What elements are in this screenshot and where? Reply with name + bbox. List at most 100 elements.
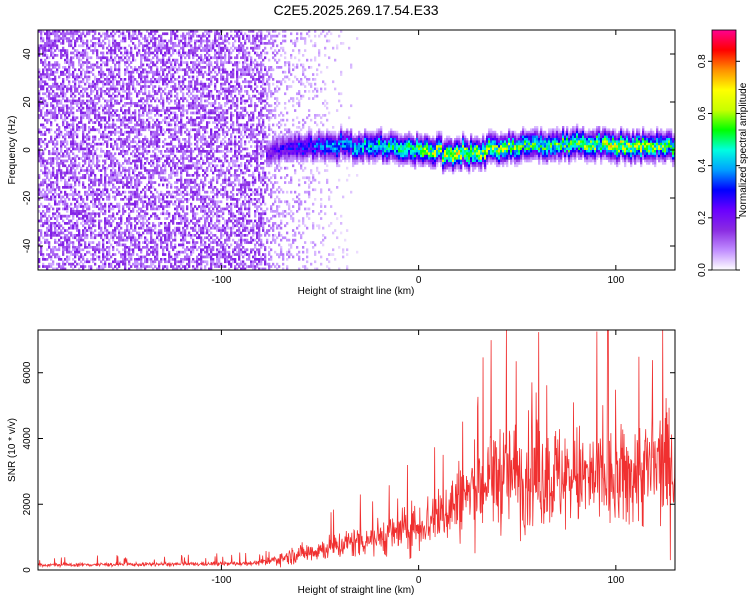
spectrogram-cell bbox=[196, 133, 199, 136]
spectrogram-cell bbox=[140, 258, 143, 261]
spectrogram-cell bbox=[86, 205, 89, 208]
spectrogram-cell bbox=[88, 111, 91, 115]
spectrogram-cell bbox=[180, 106, 183, 110]
spectrogram-cell bbox=[70, 73, 73, 76]
spectrogram-cell bbox=[136, 186, 139, 189]
spectrogram-cell bbox=[66, 238, 69, 242]
spectrogram-cell bbox=[212, 159, 215, 163]
spectrogram-cell bbox=[74, 190, 77, 194]
spectrogram-cell bbox=[100, 123, 103, 127]
spectrogram-cell bbox=[186, 116, 189, 120]
spectrogram-cell bbox=[110, 154, 113, 158]
spectrogram-cell bbox=[192, 246, 195, 249]
spectrogram-cell bbox=[82, 234, 85, 237]
spectrogram-cell bbox=[54, 109, 57, 112]
spectrogram-cell bbox=[182, 154, 185, 158]
spectrogram-cell bbox=[196, 154, 199, 158]
spectrogram-cell bbox=[56, 39, 59, 43]
spectrogram-cell bbox=[186, 212, 189, 216]
spectrogram-cell bbox=[54, 63, 57, 67]
spectrogram-cell bbox=[88, 61, 91, 64]
spectrogram-cell bbox=[142, 152, 145, 156]
spectrogram-cell bbox=[78, 34, 81, 38]
spectrogram-cell bbox=[132, 85, 135, 88]
spectrogram-cell bbox=[64, 198, 67, 201]
spectrogram-cell bbox=[124, 116, 127, 120]
spectrogram-cell bbox=[172, 49, 175, 52]
spectrogram-cell bbox=[170, 30, 173, 33]
spectrogram-cell bbox=[78, 54, 81, 57]
spectrogram-cell bbox=[204, 207, 207, 211]
spectrogram-cell bbox=[92, 198, 95, 201]
spectrogram-cell bbox=[54, 224, 57, 228]
spectrogram-cell bbox=[202, 133, 205, 136]
spectrogram-cell bbox=[184, 37, 187, 40]
spectrogram-cell bbox=[64, 73, 67, 76]
spectrogram-cell bbox=[162, 133, 165, 136]
spectrogram-cell bbox=[136, 181, 139, 184]
spectrogram-cell bbox=[196, 222, 199, 225]
spectrogram-cell bbox=[98, 222, 101, 225]
spectrogram-cell bbox=[182, 205, 185, 208]
spectrogram-cell bbox=[170, 234, 173, 237]
spectrogram-cell bbox=[78, 147, 81, 151]
spectrogram-cell bbox=[134, 58, 137, 62]
spectrogram-cell bbox=[184, 267, 187, 270]
spectrogram-cell bbox=[54, 138, 57, 141]
spectrogram-cell bbox=[100, 116, 103, 120]
spectrogram-cell bbox=[86, 142, 89, 146]
spectrogram-cell bbox=[54, 118, 57, 122]
spectrogram-cell bbox=[126, 30, 129, 33]
spectrogram-cell bbox=[86, 133, 89, 136]
spectrogram-cell bbox=[38, 140, 41, 144]
spectrogram-cell bbox=[102, 250, 105, 254]
spectrogram-cell bbox=[212, 111, 215, 115]
spectrogram-cell bbox=[192, 164, 195, 168]
spectrogram-cell bbox=[52, 171, 55, 175]
spectrogram-cell bbox=[164, 82, 167, 86]
spectrogram-cell bbox=[62, 94, 65, 98]
spectrogram-cell bbox=[208, 90, 211, 93]
spectrogram-cell bbox=[120, 178, 123, 182]
spectrogram-cell bbox=[50, 188, 53, 192]
spectrogram-cell bbox=[134, 116, 137, 120]
spectrogram-cell bbox=[202, 181, 205, 184]
spectrogram-cell bbox=[184, 166, 187, 170]
spectrogram-cell bbox=[196, 123, 199, 127]
spectrogram-cell bbox=[186, 258, 189, 261]
spectrogram-cell bbox=[160, 42, 163, 45]
spectrogram-cell bbox=[70, 106, 73, 110]
spectrogram-cell bbox=[120, 94, 123, 98]
spectrogram-cell bbox=[156, 90, 159, 93]
spectrogram-cell bbox=[62, 32, 65, 36]
spectrogram-cell bbox=[160, 178, 163, 182]
spectrogram-cell bbox=[206, 99, 209, 103]
spectrogram-cell bbox=[110, 126, 113, 129]
spectrogram-cell bbox=[164, 61, 167, 64]
spectrogram-cell bbox=[174, 253, 177, 256]
spectrogram-cell bbox=[174, 94, 177, 98]
spectrogram-cell bbox=[210, 183, 213, 187]
spectrogram-cell bbox=[38, 102, 41, 105]
spectrogram-cell bbox=[194, 222, 197, 225]
spectrogram-cell bbox=[196, 135, 199, 139]
spectrogram-cell bbox=[66, 140, 69, 144]
spectrogram-cell bbox=[194, 234, 197, 237]
spectrogram-cell bbox=[74, 188, 77, 192]
spectrogram-cell bbox=[94, 248, 97, 252]
spectrogram-cell bbox=[160, 241, 163, 244]
spectrogram-cell bbox=[168, 162, 171, 165]
spectrogram-cell bbox=[204, 243, 207, 247]
spectrogram-cell bbox=[190, 34, 193, 38]
spectrogram-cell bbox=[44, 219, 47, 223]
spectrogram-cell bbox=[162, 169, 165, 172]
spectrogram-cell bbox=[138, 236, 141, 240]
spectrogram-cell bbox=[52, 90, 55, 93]
spectrogram-cell bbox=[186, 169, 189, 172]
spectrogram-cell bbox=[134, 258, 137, 261]
spectrogram-cell bbox=[60, 171, 63, 175]
spectrogram-cell bbox=[82, 152, 85, 156]
spectrogram-cell bbox=[196, 34, 199, 38]
spectrogram-cell bbox=[92, 145, 95, 148]
spectrogram-cell bbox=[112, 176, 115, 180]
